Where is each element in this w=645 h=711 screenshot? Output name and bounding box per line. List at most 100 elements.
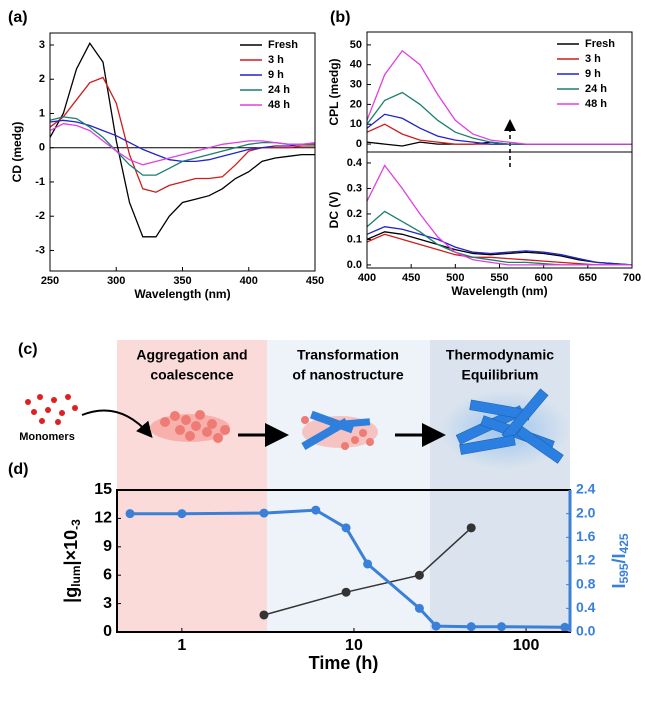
y2label-part: /I [609,553,629,563]
y2-tick-label: 0.8 [576,575,596,591]
y-tick-label: -2 [35,210,45,222]
x-tick-label: 450 [306,275,324,287]
aggregate [150,410,230,443]
y2label-part: 425 [617,533,631,553]
marker [466,622,476,632]
stage-title: coalescence [150,367,233,383]
x-tick-label: 600 [534,272,552,284]
ylabel: |glum|×10-3 [61,519,83,603]
y-tick-label: 20 [350,98,362,110]
x-tick-label: 400 [240,275,258,287]
stage-bg [267,340,430,632]
plot-frame [366,151,633,269]
y-tick-label: 30 [350,78,362,90]
y-tick-label: -1 [35,176,45,188]
legend-label: Fresh [268,39,298,51]
transforming [301,410,378,450]
x-tick-label: 500 [446,272,464,284]
ylabel-part: lum [69,565,83,586]
y-tick-label: 3 [103,595,112,612]
series-line [366,233,632,266]
ylabel-part: |g [61,587,81,603]
monomers [25,394,78,425]
series-line [366,49,632,145]
legend-label: Fresh [585,38,615,50]
y2-tick-label: 0.4 [576,599,596,615]
series-line [49,123,316,166]
y-tick-label: 0.1 [347,233,362,245]
y-tick-label: 40 [350,59,362,71]
x-tick-label: 250 [41,275,59,287]
stage-bg [430,340,570,632]
x-tick-label: 700 [623,272,641,284]
y-tick-label: 6 [103,566,112,583]
series-line [366,210,632,266]
x-tick-label: 450 [402,272,420,284]
legend-label: 3 h [268,54,284,66]
stage-title: of nanostructure [292,367,403,383]
y-tick-label: 1 [39,107,45,119]
y-tick-label: 0.0 [347,259,362,271]
y-tick-label: 2 [39,73,45,85]
x-axis-label: Time (h) [309,653,379,673]
series-line [366,113,632,145]
marker [259,508,269,518]
marker [431,621,441,631]
ylabel-part: |×10 [61,530,81,566]
y-tick-label: 9 [103,538,112,555]
stage-title: Equilibrium [462,367,539,383]
y-tick-label: 0.3 [347,182,362,194]
y-tick-label: 12 [94,510,112,527]
equilibrium [440,388,570,470]
y2label-part: I [609,584,629,589]
y-tick-label: 0 [103,623,112,640]
y2label: I595/I425 [609,533,631,588]
diagram: (c) Aggregation and coalescence Transfor… [18,119,570,470]
legend-label: 9 h [268,69,284,81]
stage-bg [117,340,267,632]
y-axis-label: CD (medg) [10,122,24,183]
marker [259,610,269,620]
series-line [366,164,632,266]
marker [560,622,570,632]
legend-label: 48 h [268,99,290,111]
stage-title: Transformation [297,347,399,363]
series-line [263,527,472,616]
marker [311,505,321,515]
y2-tick-label: 0.0 [576,623,596,639]
y-tick-label: 0 [39,142,45,154]
x-tick-label: 100 [513,637,540,654]
panel-label: (d) [8,461,28,478]
y-tick-label: 10 [350,118,362,130]
panel-label: (a) [8,9,28,26]
monomers-label: Monomers [19,431,75,443]
legend-label: 24 h [585,83,607,95]
x-tick-label: 400 [358,272,376,284]
y-tick-label: 0 [356,138,362,150]
marker [341,523,351,533]
x-axis-label: Wavelength (nm) [451,284,547,298]
arrow [81,409,153,439]
y-tick-label: 15 [94,481,112,498]
y-axis-label: CPL (medg) [327,58,341,125]
x-tick-label: 550 [490,272,508,284]
legend-label: 3 h [585,53,601,65]
marker [497,622,507,632]
x-tick-label: 650 [579,272,597,284]
stage-title: Aggregation and [136,347,247,363]
y-tick-label: 0.2 [347,208,362,220]
y2label-part: 595 [617,563,631,583]
marker [363,559,373,569]
ylabel-part: -3 [69,519,83,530]
series-line [49,42,315,238]
series-line [366,226,633,266]
series-line [366,231,633,266]
y2-tick-label: 1.2 [576,552,596,568]
marker [177,509,187,519]
stage-title: Thermodynamic [446,347,554,363]
x-axis-label: Wavelength (nm) [134,287,230,301]
marker [466,523,476,533]
x-tick-label: 10 [345,637,363,654]
